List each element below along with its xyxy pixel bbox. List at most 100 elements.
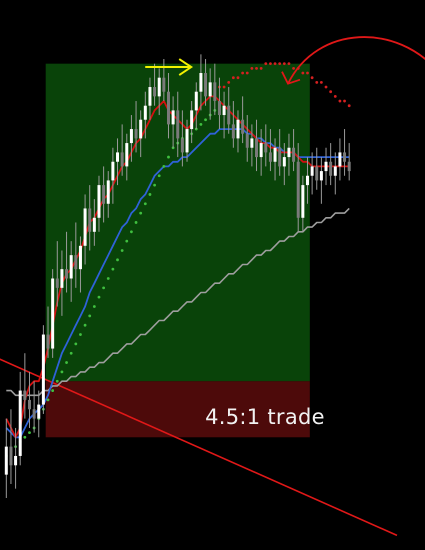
- trade-ratio-label: 4.5:1 trade: [205, 405, 325, 429]
- psar-dot: [301, 71, 305, 75]
- candle-body: [139, 119, 143, 139]
- candle-body: [153, 87, 157, 97]
- psar-dot: [106, 277, 110, 280]
- candle-body: [301, 185, 305, 218]
- candle-body: [78, 245, 82, 270]
- psar-dot: [199, 122, 203, 126]
- psar-dot: [97, 295, 101, 299]
- annotations-layer: [145, 36, 425, 85]
- psar-dot: [329, 90, 333, 94]
- candle-body: [278, 147, 282, 167]
- psar-dot: [102, 286, 106, 290]
- candle-body: [106, 180, 110, 204]
- arrow-right-icon: [145, 58, 194, 76]
- candle-body: [305, 175, 309, 186]
- trendline: [0, 358, 398, 537]
- psar-dot: [116, 258, 119, 262]
- psar-dot: [134, 221, 138, 224]
- psar-dot: [264, 62, 268, 66]
- psar-dot: [273, 62, 277, 66]
- psar-dot: [148, 193, 152, 196]
- candle-body: [27, 399, 31, 410]
- candle-body: [180, 138, 184, 153]
- candle-body: [227, 105, 231, 125]
- candle-body: [199, 73, 203, 92]
- psar-dot: [324, 85, 328, 89]
- candle-body: [222, 105, 226, 116]
- psar-dot: [250, 66, 254, 70]
- candle-body: [287, 147, 291, 158]
- candle-body: [143, 105, 147, 120]
- psar-dot: [315, 80, 319, 84]
- candle-body: [60, 269, 64, 288]
- candle-body: [32, 409, 36, 419]
- psar-dot: [162, 165, 166, 168]
- risk-zone: [45, 381, 310, 438]
- candle-body: [347, 161, 351, 172]
- candle-body: [250, 138, 254, 148]
- psar-dot: [245, 71, 249, 75]
- psar-dot: [143, 202, 147, 206]
- psar-dot: [347, 104, 351, 108]
- candle-body: [65, 269, 69, 279]
- candles-layer: [4, 54, 351, 498]
- psar-dot: [83, 323, 87, 327]
- psar-dot: [46, 398, 50, 402]
- psar-dot: [269, 62, 272, 66]
- psar-dot: [157, 174, 161, 178]
- curved-arrow-icon: [287, 36, 425, 85]
- candle-body: [259, 143, 263, 158]
- candle-body: [319, 171, 323, 181]
- candle-body: [315, 166, 319, 181]
- candle-body: [264, 143, 268, 153]
- psar-dot: [23, 435, 27, 439]
- candle-body: [120, 152, 124, 167]
- psar-dot: [74, 342, 78, 346]
- candle-body: [129, 129, 133, 144]
- candle-body: [338, 152, 342, 167]
- candle-body: [157, 77, 161, 97]
- psar-dot: [227, 80, 231, 84]
- candle-body: [324, 161, 328, 172]
- candle-body: [125, 143, 129, 167]
- candle-body: [255, 138, 259, 158]
- psar-dot: [51, 389, 55, 392]
- candle-body: [37, 404, 41, 419]
- psar-dot: [204, 118, 207, 122]
- candle-body: [97, 185, 101, 218]
- candle-body: [236, 119, 240, 139]
- psar-dot: [79, 333, 82, 336]
- candle-body: [273, 147, 277, 162]
- candle-body: [69, 255, 73, 279]
- candle-body: [343, 152, 347, 162]
- candle-body: [176, 110, 180, 139]
- psar-dot: [310, 76, 314, 80]
- candle-body: [102, 185, 106, 204]
- candle-body: [92, 217, 96, 232]
- psar-dot: [153, 183, 156, 187]
- candle-body: [171, 110, 175, 125]
- candle-body: [185, 129, 189, 153]
- candle-body: [23, 390, 27, 400]
- psar-dot: [60, 370, 64, 374]
- candle-body: [162, 77, 166, 92]
- psar-dot: [236, 76, 240, 80]
- curved-arrow-head-icon: [281, 71, 301, 85]
- psar-dot: [259, 66, 263, 70]
- psar-dot: [69, 351, 73, 355]
- psar-dot: [343, 99, 346, 103]
- candle-body: [148, 87, 152, 106]
- ma-slow-line: [6, 207, 350, 397]
- psar-dot: [306, 71, 309, 75]
- candle-body: [268, 152, 272, 162]
- candle-body: [310, 166, 314, 176]
- candle-body: [213, 82, 217, 102]
- psar-dot: [287, 62, 291, 66]
- psar-dot: [222, 85, 226, 89]
- candle-body: [296, 161, 300, 218]
- candle-body: [194, 91, 198, 111]
- psar-dot: [282, 62, 286, 66]
- psar-dot: [125, 239, 129, 243]
